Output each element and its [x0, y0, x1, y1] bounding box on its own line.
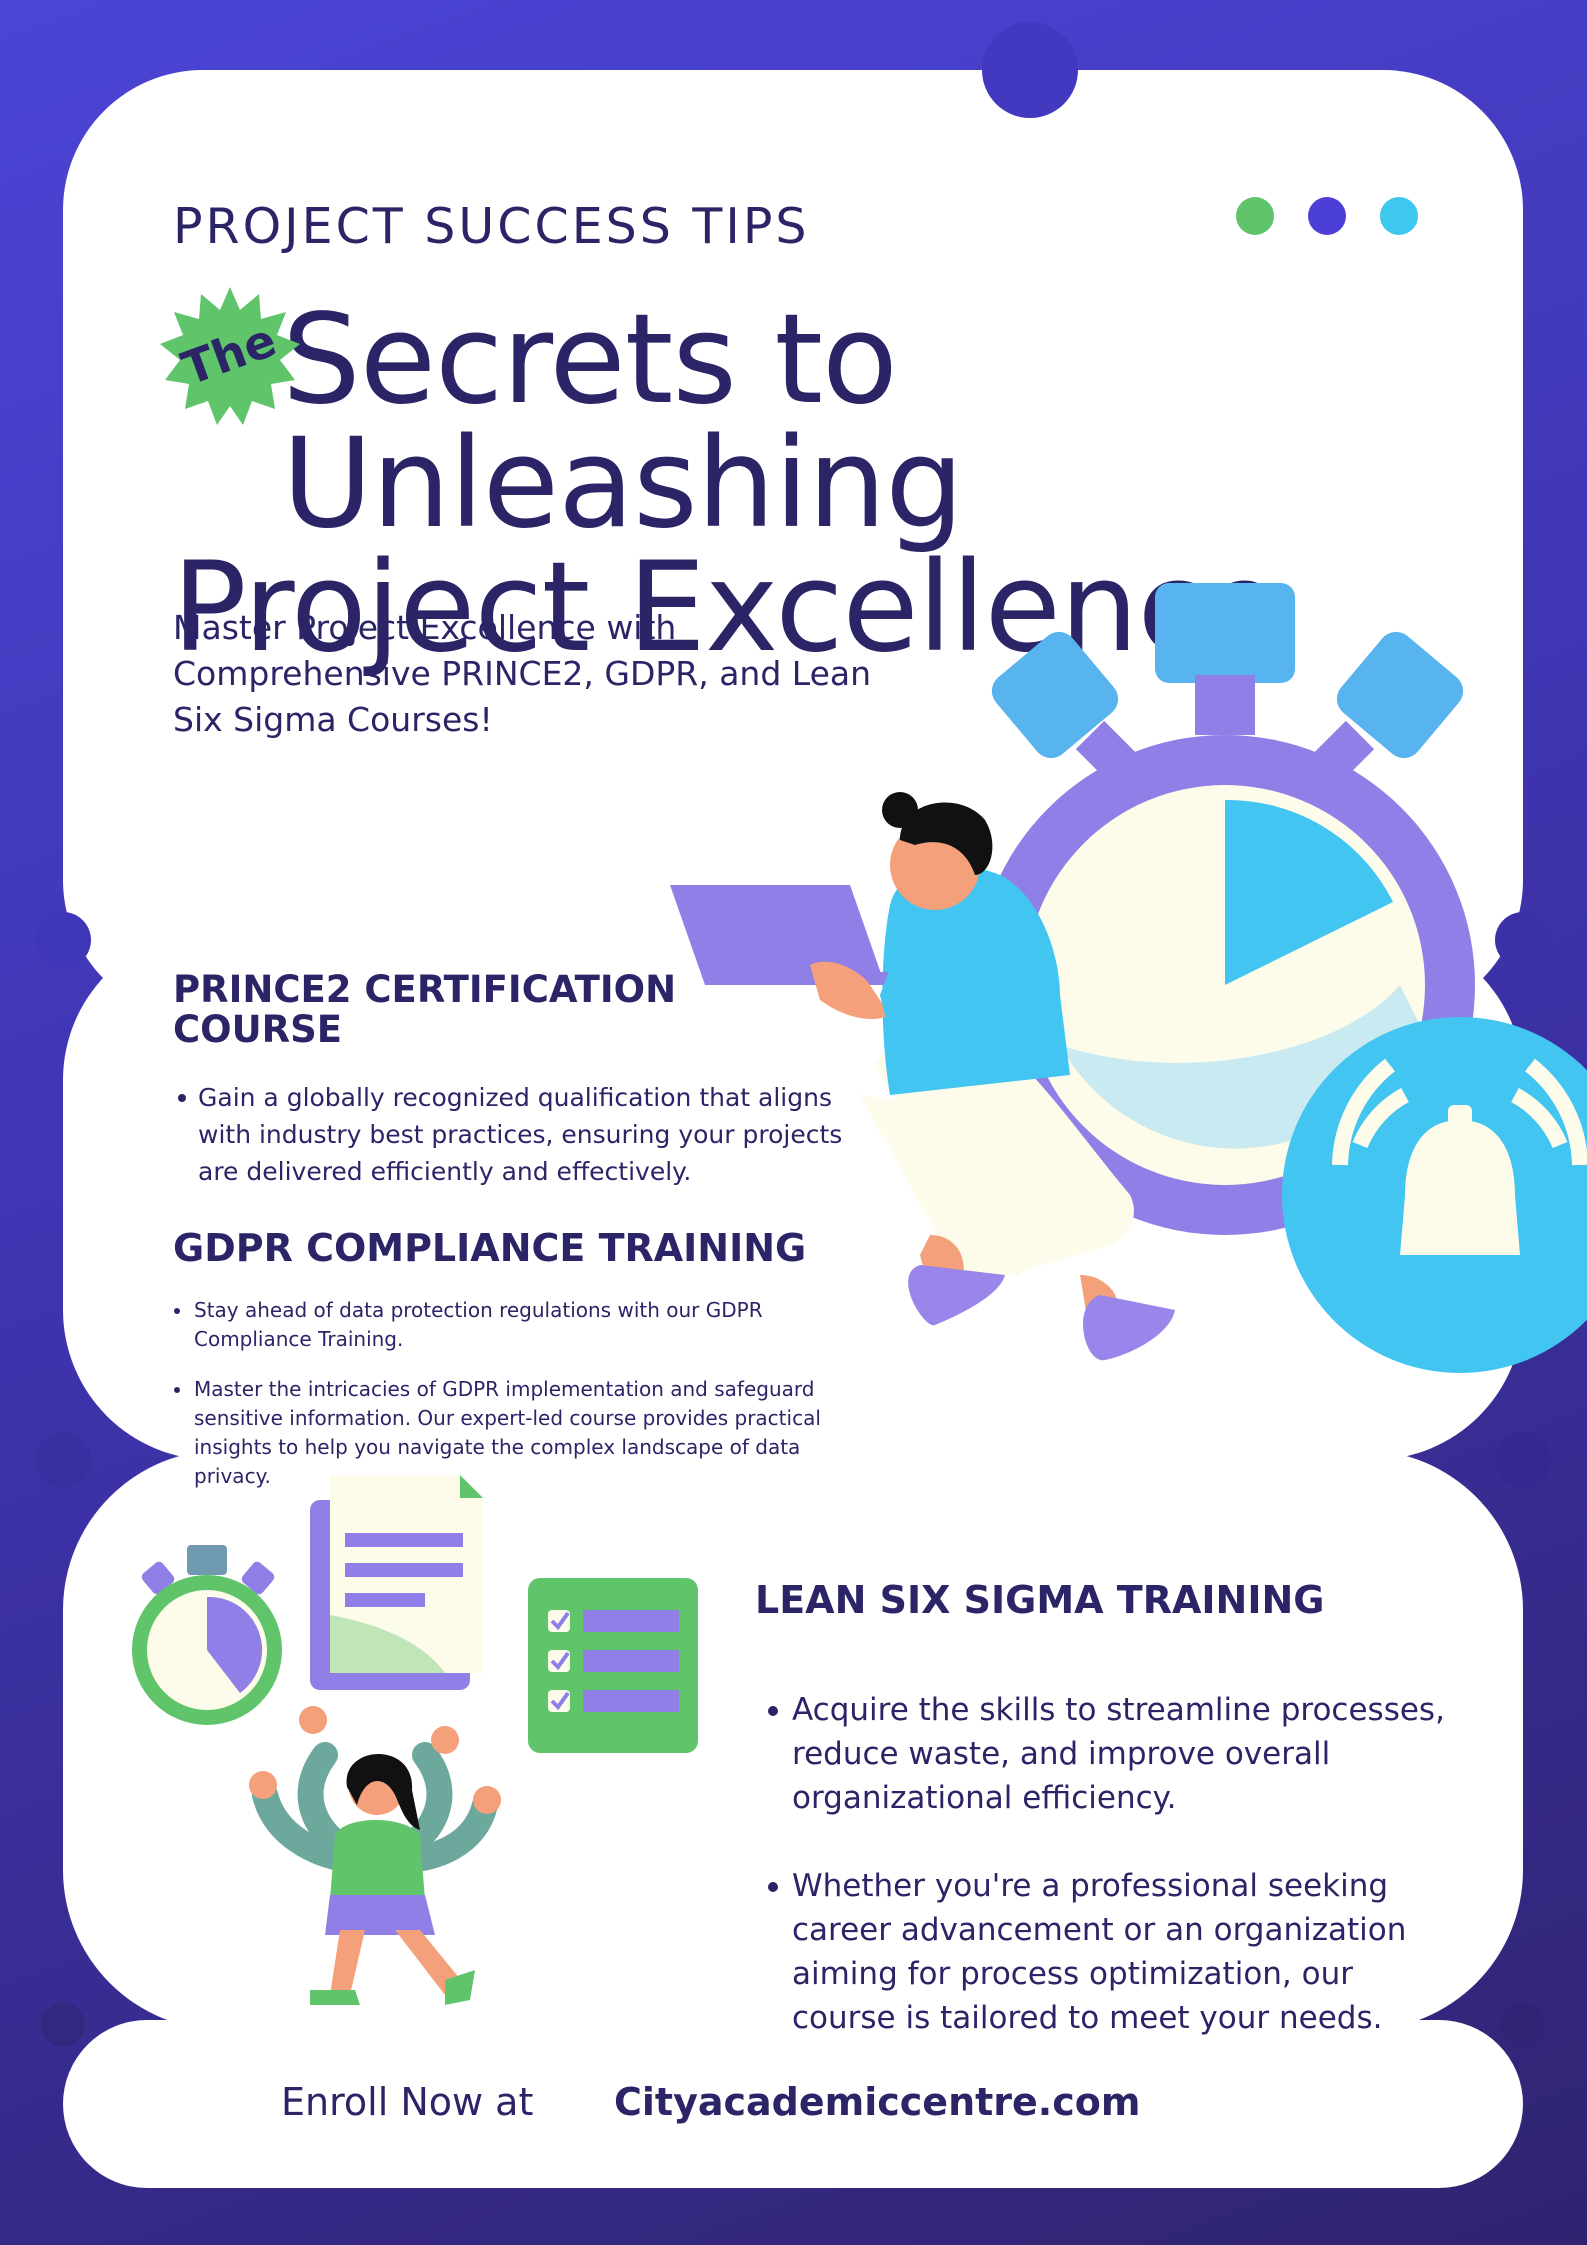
woman-illustration — [249, 1706, 501, 2005]
list-item: Gain a globally recognized qualification… — [174, 1079, 854, 1190]
lean-bullets: Acquire the skills to streamline process… — [764, 1688, 1464, 2084]
subtitle: Master Project Excellence with Comprehen… — [173, 608, 872, 739]
enroll-label: Enroll Now at — [281, 2080, 534, 2124]
lean-heading: LEAN SIX SIGMA TRAINING — [755, 1578, 1325, 1622]
green-dot — [1236, 197, 1274, 235]
title-line-2: Project Excellence — [172, 536, 1281, 680]
list-item: Acquire the skills to streamline process… — [764, 1688, 1464, 1820]
title-line-1: Secrets to Unleashing — [282, 288, 964, 556]
eyebrow-label: PROJECT SUCCESS TIPS — [173, 198, 810, 255]
stopwatch-icon — [132, 1545, 282, 1725]
enroll-link[interactable]: Cityacademiccentre.com — [614, 2080, 1141, 2124]
gdpr-bullets: Stay ahead of data protection regulation… — [170, 1296, 830, 1512]
list-item: Whether you're a professional seeking ca… — [764, 1864, 1464, 2040]
footer-panel — [63, 2020, 1523, 2188]
indigo-dot — [1308, 197, 1346, 235]
document-icon — [310, 1475, 483, 1690]
stopwatch-illustration — [670, 583, 1587, 1373]
gdpr-heading: GDPR COMPLIANCE TRAINING — [173, 1226, 807, 1270]
prince2-heading-line-1: PRINCE2 CERTIFICATION — [173, 968, 677, 1011]
checklist-icon — [528, 1578, 698, 1753]
multitasking-illustration — [132, 1475, 698, 2005]
list-item: Stay ahead of data protection regulation… — [170, 1296, 830, 1354]
prince2-heading: PRINCE2 CERTIFICATION COURSE — [173, 970, 676, 1050]
prince2-heading-line-2: COURSE — [173, 1008, 343, 1051]
sky-dot — [1380, 197, 1418, 235]
list-item: Master the intricacies of GDPR implement… — [170, 1375, 830, 1491]
prince2-bullets: Gain a globally recognized qualification… — [174, 1079, 854, 1190]
the-badge: The — [160, 287, 300, 425]
page-title: Secrets to Unleashing Project Excellence — [172, 298, 1587, 670]
